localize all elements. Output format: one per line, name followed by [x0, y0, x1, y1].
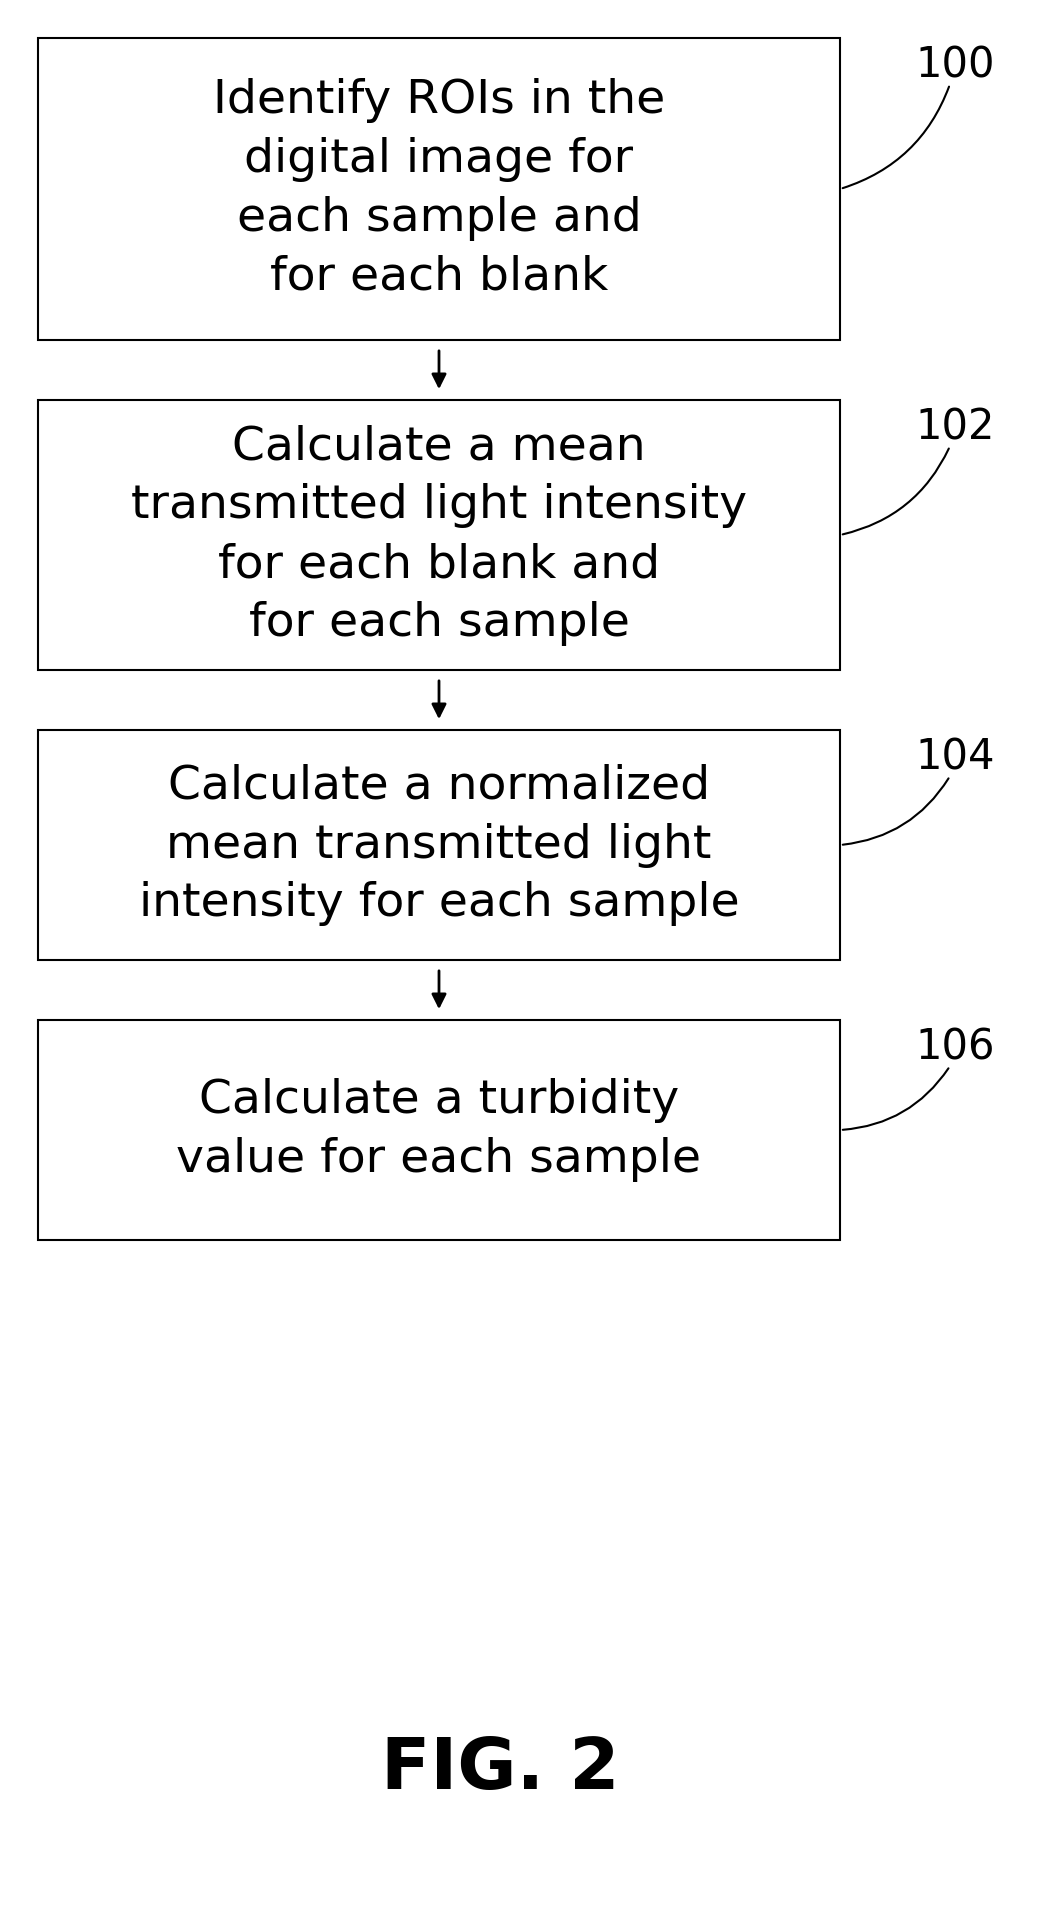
Text: FIG. 2: FIG. 2	[381, 1735, 619, 1804]
Text: Identify ROIs in the
digital image for
each sample and
for each blank: Identify ROIs in the digital image for e…	[213, 78, 665, 299]
Bar	[38, 400, 840, 669]
Text: 106: 106	[915, 1028, 995, 1070]
Text: Calculate a turbidity
value for each sample: Calculate a turbidity value for each sam…	[177, 1077, 701, 1182]
Bar	[38, 1020, 840, 1240]
Text: Calculate a mean
transmitted light intensity
for each blank and
for each sample: Calculate a mean transmitted light inten…	[131, 423, 748, 646]
Bar	[38, 38, 840, 339]
Text: 104: 104	[915, 736, 995, 778]
Bar	[38, 730, 840, 959]
Text: Calculate a normalized
mean transmitted light
intensity for each sample: Calculate a normalized mean transmitted …	[138, 763, 739, 927]
Text: 102: 102	[915, 406, 995, 448]
Text: 100: 100	[915, 46, 995, 88]
